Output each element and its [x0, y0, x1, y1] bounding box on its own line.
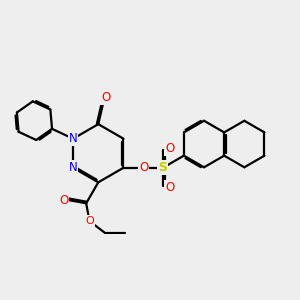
Text: O: O	[139, 161, 148, 174]
Text: O: O	[59, 194, 68, 207]
Text: O: O	[85, 216, 94, 226]
Text: N: N	[69, 132, 77, 145]
Text: S: S	[158, 161, 167, 174]
Text: O: O	[165, 181, 175, 194]
Text: O: O	[165, 142, 175, 155]
Text: O: O	[101, 91, 110, 104]
Text: N: N	[69, 161, 77, 174]
